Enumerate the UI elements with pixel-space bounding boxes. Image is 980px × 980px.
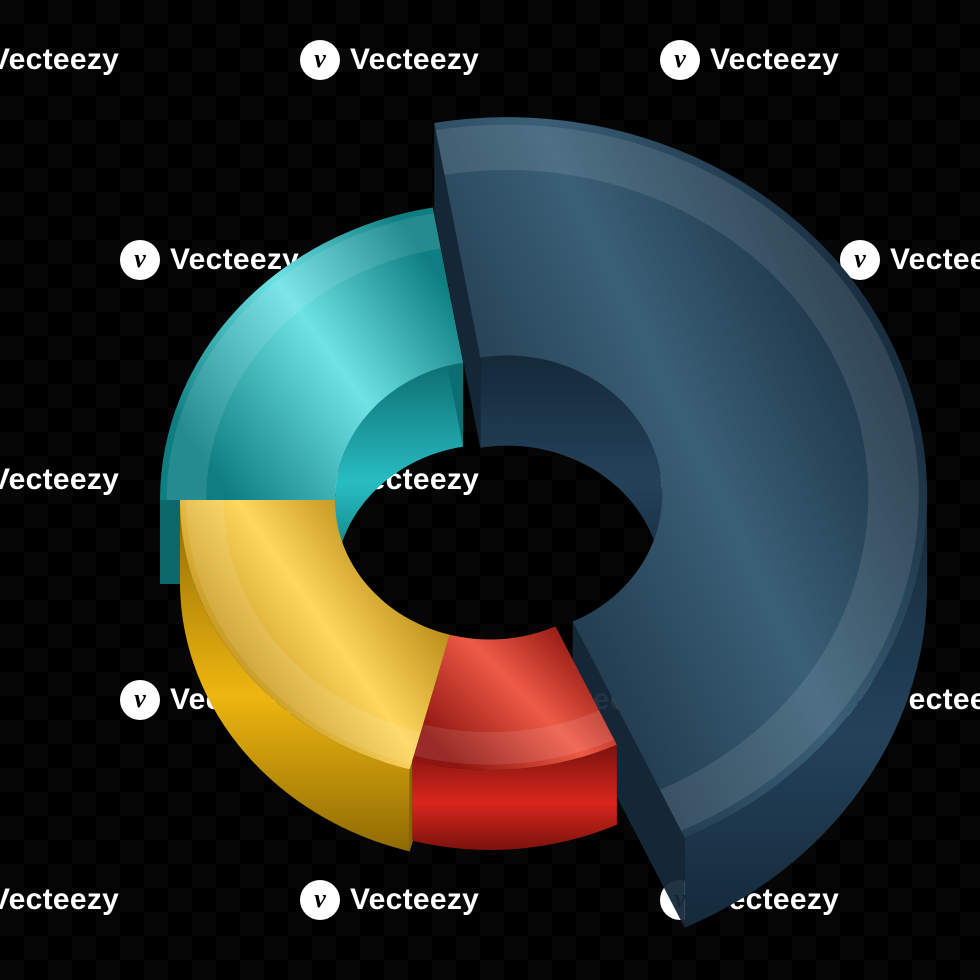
stage: { "canvas": { "width": 980, "height": 98… [0,0,980,980]
donut-chart [0,0,980,980]
